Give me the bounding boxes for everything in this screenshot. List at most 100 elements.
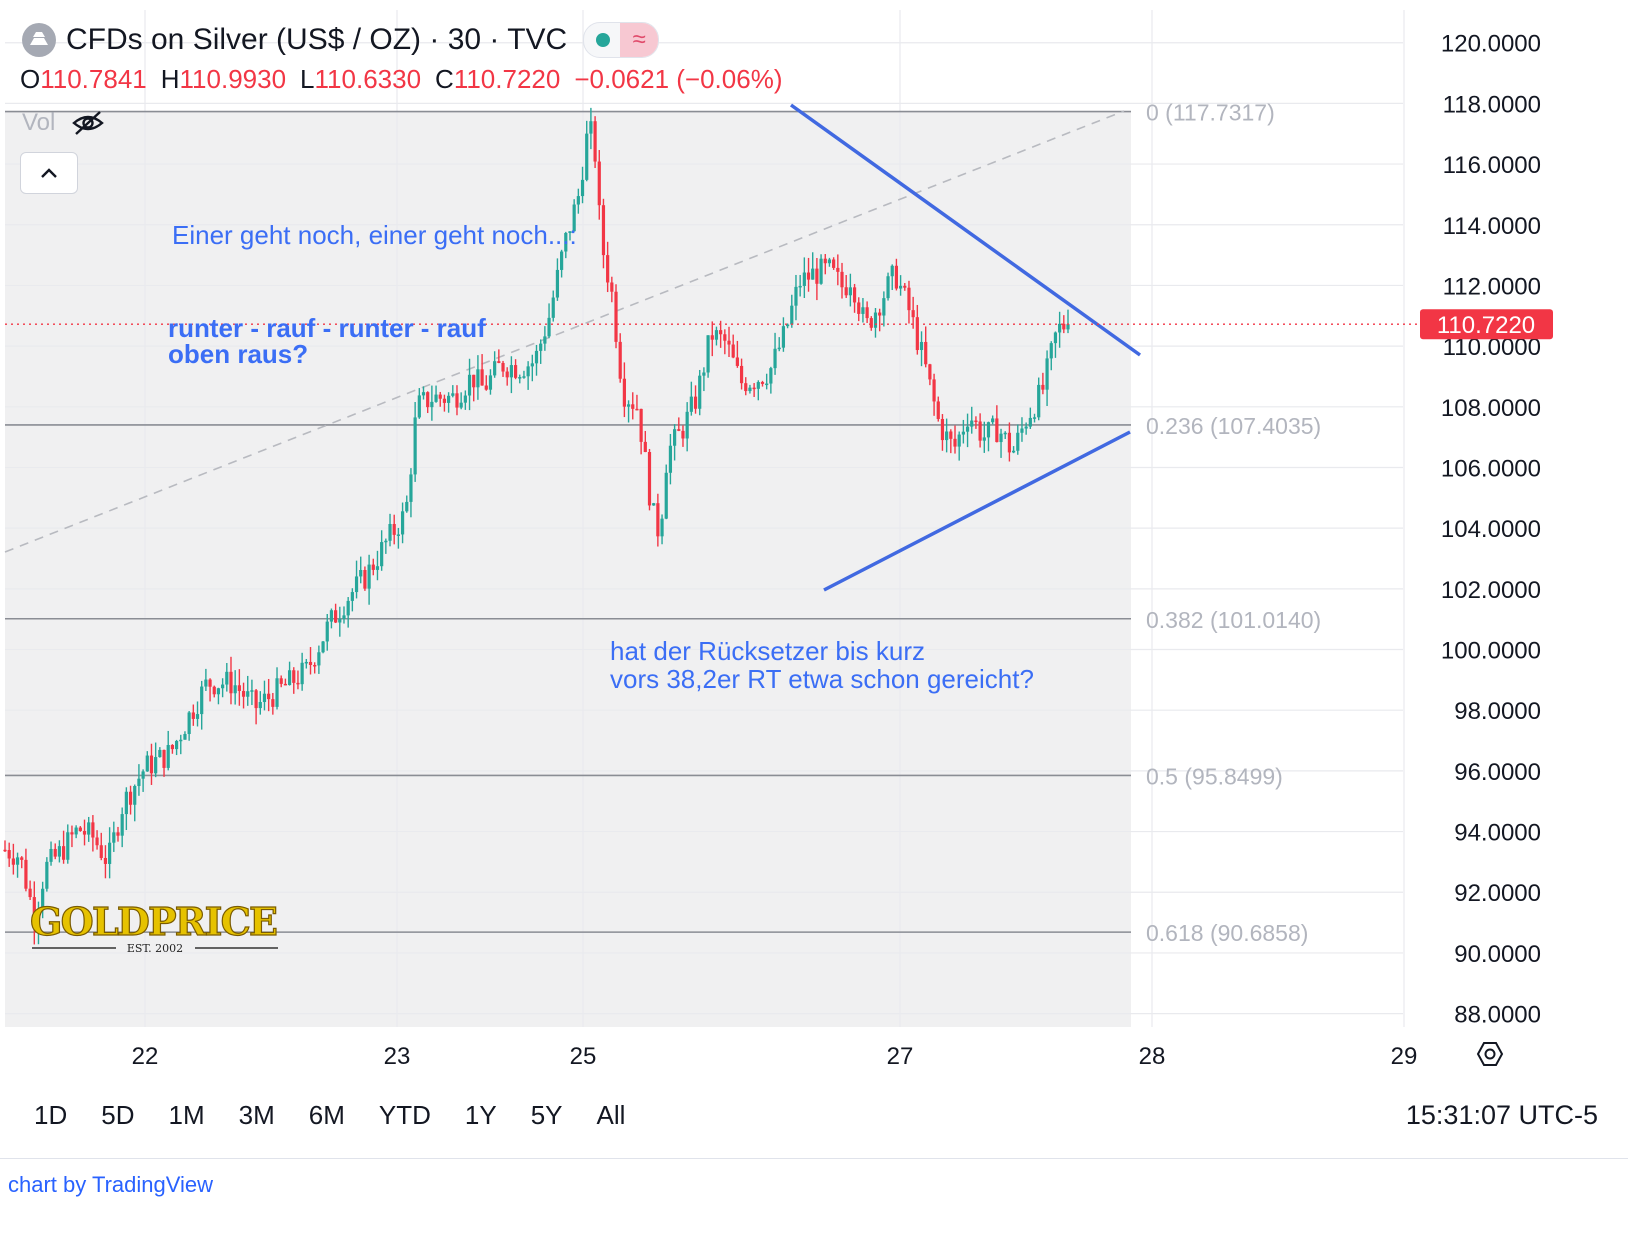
- candle-body[interactable]: [539, 343, 543, 351]
- candle-body[interactable]: [501, 362, 505, 372]
- candle-body[interactable]: [1011, 450, 1016, 453]
- candle-body[interactable]: [166, 745, 170, 768]
- candle-body[interactable]: [183, 734, 187, 740]
- candle-body[interactable]: [61, 846, 66, 860]
- candle-body[interactable]: [70, 832, 74, 835]
- candle-body[interactable]: [170, 745, 175, 750]
- timezone-clock[interactable]: 15:31:07 UTC-5: [1405, 1100, 1598, 1130]
- candle-body[interactable]: [363, 569, 367, 589]
- candle-body[interactable]: [614, 291, 618, 342]
- candle-body[interactable]: [806, 272, 811, 280]
- candle-body[interactable]: [723, 334, 727, 341]
- candle-body[interactable]: [631, 404, 635, 409]
- candle-body[interactable]: [894, 265, 899, 289]
- candle-body[interactable]: [957, 434, 961, 447]
- candle-body[interactable]: [765, 383, 769, 386]
- candle-body[interactable]: [878, 312, 882, 316]
- candle-body[interactable]: [848, 287, 852, 296]
- candle-body[interactable]: [986, 422, 991, 438]
- candle-body[interactable]: [509, 365, 513, 378]
- candle-body[interactable]: [656, 503, 660, 537]
- candle-body[interactable]: [907, 287, 911, 311]
- candle-body[interactable]: [522, 376, 526, 378]
- candle-body[interactable]: [681, 430, 685, 439]
- candle-body[interactable]: [476, 369, 480, 388]
- candle-body[interactable]: [635, 408, 639, 411]
- candle-body[interactable]: [1020, 428, 1024, 433]
- candle-body[interactable]: [882, 298, 886, 316]
- candle-body[interactable]: [886, 276, 890, 299]
- candle-body[interactable]: [706, 335, 710, 373]
- candle-body[interactable]: [915, 317, 919, 351]
- candle-body[interactable]: [940, 418, 945, 441]
- candle-body[interactable]: [426, 392, 430, 408]
- candle-body[interactable]: [1045, 358, 1049, 390]
- candle-body[interactable]: [949, 431, 953, 439]
- candle-body[interactable]: [827, 259, 832, 264]
- candle-body[interactable]: [179, 739, 183, 742]
- candle-body[interactable]: [606, 255, 610, 283]
- candle-body[interactable]: [769, 368, 773, 384]
- candle-body[interactable]: [375, 566, 380, 570]
- candle-body[interactable]: [610, 282, 614, 292]
- candle-body[interactable]: [241, 690, 246, 697]
- candle-body[interactable]: [262, 693, 267, 703]
- candle-body[interactable]: [819, 258, 823, 284]
- candle-body[interactable]: [392, 523, 396, 535]
- candle-body[interactable]: [945, 431, 949, 441]
- candle-body[interactable]: [158, 749, 162, 758]
- candle-body[interactable]: [334, 610, 338, 623]
- candle-body[interactable]: [1037, 384, 1041, 418]
- candle-body[interactable]: [961, 431, 965, 435]
- candle-body[interactable]: [786, 324, 790, 327]
- candle-body[interactable]: [162, 749, 166, 768]
- candle-body[interactable]: [660, 518, 664, 537]
- candle-body[interactable]: [781, 326, 786, 348]
- candle-body[interactable]: [300, 662, 304, 685]
- candle-body[interactable]: [11, 858, 15, 865]
- candle-body[interactable]: [128, 791, 133, 805]
- candle-body[interactable]: [802, 272, 806, 286]
- candle-body[interactable]: [154, 757, 158, 774]
- candle-body[interactable]: [811, 268, 815, 280]
- candle-body[interactable]: [493, 361, 497, 376]
- candle-body[interactable]: [555, 269, 560, 298]
- candle-body[interactable]: [739, 365, 744, 384]
- candle-body[interactable]: [78, 827, 82, 831]
- candlestick-series[interactable]: [3, 107, 1070, 945]
- candle-body[interactable]: [87, 822, 91, 835]
- candle-body[interactable]: [254, 690, 258, 709]
- candle-body[interactable]: [451, 393, 455, 396]
- candle-body[interactable]: [346, 600, 350, 616]
- candle-body[interactable]: [639, 408, 643, 442]
- candle-body[interactable]: [467, 374, 472, 396]
- candle-body[interactable]: [95, 837, 99, 846]
- candle-body[interactable]: [200, 686, 204, 715]
- candle-body[interactable]: [689, 396, 693, 412]
- candle-body[interactable]: [317, 652, 321, 666]
- candle-body[interactable]: [597, 161, 601, 206]
- candle-body[interactable]: [497, 361, 501, 363]
- status-pill[interactable]: ≈: [583, 22, 660, 58]
- candle-body[interactable]: [1053, 332, 1058, 344]
- candle-body[interactable]: [585, 133, 589, 180]
- candle-body[interactable]: [221, 684, 225, 689]
- candle-body[interactable]: [999, 433, 1003, 443]
- candle-body[interactable]: [15, 857, 20, 865]
- candle-body[interactable]: [49, 848, 53, 862]
- candle-body[interactable]: [647, 452, 652, 506]
- candle-body[interactable]: [618, 341, 622, 379]
- candle-body[interactable]: [752, 387, 756, 390]
- candle-body[interactable]: [124, 791, 128, 815]
- candle-body[interactable]: [673, 429, 677, 446]
- candle-body[interactable]: [928, 364, 932, 380]
- symbol-title[interactable]: CFDs on Silver (US$ / OZ) · 30 · TVC: [66, 23, 568, 56]
- candle-body[interactable]: [350, 592, 354, 601]
- candle-body[interactable]: [354, 576, 359, 593]
- candle-body[interactable]: [513, 365, 518, 378]
- candle-body[interactable]: [832, 259, 836, 268]
- candle-body[interactable]: [735, 357, 739, 366]
- candle-body[interactable]: [246, 691, 250, 697]
- range-5d[interactable]: 5D: [101, 1100, 135, 1130]
- candle-body[interactable]: [1028, 417, 1032, 427]
